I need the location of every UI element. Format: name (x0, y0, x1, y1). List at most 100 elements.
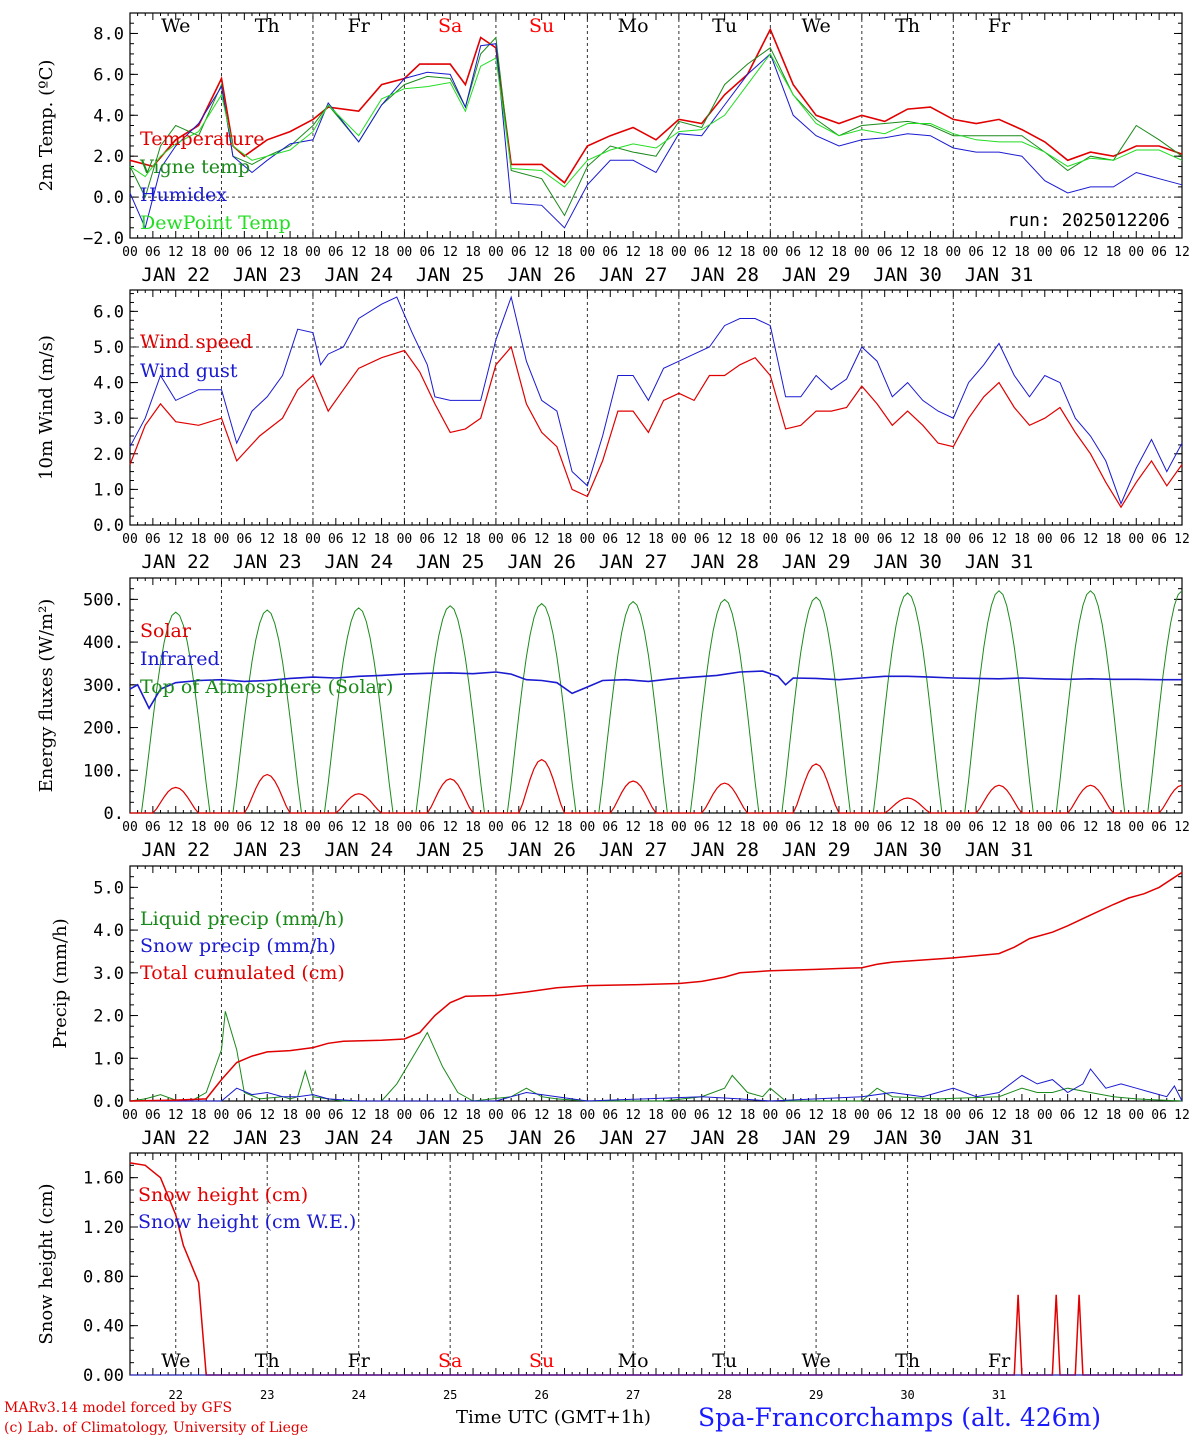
hour-tick-label: 18 (374, 245, 390, 260)
y-tick-label: 0.40 (83, 1317, 124, 1337)
day-name: Th (255, 1350, 280, 1372)
y-tick-label: 1.0 (93, 480, 124, 500)
date-label: JAN 22 (141, 1127, 210, 1149)
y-tick-label: 3.0 (93, 409, 124, 429)
run-annotation: run: 2025012206 (1007, 210, 1170, 231)
hour-tick-label: 06 (328, 820, 344, 835)
hour-tick-label: 00 (1128, 245, 1144, 260)
hour-tick-label: 00 (854, 245, 870, 260)
legend-entry: Top of Atmosphere (Solar) (140, 676, 393, 698)
series-line-snow-0 (129, 1162, 1182, 1376)
hour-tick-label: 06 (877, 1108, 893, 1123)
hour-tick-label: 06 (602, 1108, 618, 1123)
hour-tick-label: 06 (785, 820, 801, 835)
date-label: JAN 29 (782, 839, 851, 861)
day-name: Sa (438, 15, 462, 37)
hour-tick-label: 00 (488, 532, 504, 547)
hour-tick-label: 12 (259, 245, 275, 260)
hour-tick-label: 00 (945, 532, 961, 547)
hour-tick-label: 12 (808, 820, 824, 835)
hour-tick-label: 00 (305, 245, 321, 260)
hour-tick-label: 18 (740, 820, 756, 835)
hour-tick-label: 18 (465, 245, 481, 260)
hour-tick-label: 00 (580, 532, 596, 547)
hour-tick-label: 00 (214, 820, 230, 835)
hour-tick-label: 06 (237, 820, 253, 835)
y-tick-label: 2.0 (93, 147, 124, 167)
hour-tick-label: 06 (877, 532, 893, 547)
hour-tick-label: 18 (1014, 532, 1030, 547)
hour-tick-label: 18 (648, 532, 664, 547)
hour-tick-label: 06 (419, 820, 435, 835)
lab-credit: (c) Lab. of Climatology, University of L… (4, 1420, 309, 1436)
series-line-infrared (129, 670, 1182, 710)
series-line-precip-1 (130, 1068, 1183, 1102)
hour-tick-label: 18 (282, 1108, 298, 1123)
hour-tick-label: 18 (648, 245, 664, 260)
y-axis-label: Precip (mm/h) (50, 918, 71, 1048)
hour-tick-label: 12 (1174, 532, 1190, 547)
day-number-label: 29 (809, 1388, 823, 1402)
hour-tick-label: 12 (808, 1108, 824, 1123)
legend-entry: DewPoint Temp (140, 212, 291, 234)
hour-tick-label: 06 (785, 245, 801, 260)
hour-tick-label: 06 (328, 532, 344, 547)
legend-entry: Infrared (140, 648, 220, 670)
hour-tick-label: 00 (305, 532, 321, 547)
hour-tick-label: 18 (740, 1108, 756, 1123)
hour-tick-label: 12 (168, 820, 184, 835)
day-number-label: 27 (626, 1388, 640, 1402)
day-name: Fr (348, 15, 371, 37)
y-tick-label: 0.0 (93, 516, 124, 536)
date-label: JAN 23 (233, 1127, 302, 1149)
hour-tick-label: 06 (694, 245, 710, 260)
date-label: JAN 24 (324, 551, 393, 573)
hour-tick-label: 00 (1037, 820, 1053, 835)
hour-tick-label: 18 (191, 1108, 207, 1123)
hour-tick-label: 06 (785, 532, 801, 547)
day-number-label: 31 (992, 1388, 1006, 1402)
date-label: JAN 27 (599, 264, 668, 286)
hour-tick-label: 00 (305, 820, 321, 835)
day-number-label: 28 (717, 1388, 731, 1402)
hour-tick-label: 18 (465, 820, 481, 835)
hour-tick-label: 06 (1060, 1108, 1076, 1123)
hour-tick-label: 00 (122, 532, 138, 547)
date-label: JAN 23 (233, 551, 302, 573)
hour-tick-label: 06 (1151, 245, 1167, 260)
hour-tick-label: 00 (305, 1108, 321, 1123)
hour-tick-label: 18 (1014, 820, 1030, 835)
date-label: JAN 28 (690, 1127, 759, 1149)
date-label: JAN 25 (416, 264, 485, 286)
y-axis-label: Energy fluxes (W/m²) (36, 599, 57, 793)
series-line-temperature-2 (129, 43, 1183, 230)
hour-tick-label: 12 (534, 1108, 550, 1123)
hour-tick-label: 12 (442, 820, 458, 835)
day-name: Fr (988, 15, 1011, 37)
panel-frame-temperature (129, 12, 1183, 239)
day-name: Th (255, 15, 280, 37)
hour-tick-label: 12 (717, 1108, 733, 1123)
hour-tick-label: 00 (1128, 820, 1144, 835)
hour-tick-label: 18 (1106, 245, 1122, 260)
hour-tick-label: 18 (374, 820, 390, 835)
y-tick-label: 0.00 (83, 1366, 124, 1386)
date-label: JAN 29 (782, 551, 851, 573)
hour-tick-label: 18 (191, 245, 207, 260)
hour-tick-label: 00 (854, 820, 870, 835)
y-tick-label: 0. (104, 804, 124, 824)
date-label: JAN 30 (873, 839, 942, 861)
date-label: JAN 31 (965, 1127, 1034, 1149)
hour-tick-label: 18 (648, 1108, 664, 1123)
series-line-solar (130, 758, 1183, 814)
hour-tick-label: 00 (1037, 532, 1053, 547)
hour-tick-label: 00 (214, 1108, 230, 1123)
hour-tick-label: 18 (465, 1108, 481, 1123)
date-label: JAN 24 (324, 264, 393, 286)
hour-tick-label: 00 (1128, 1108, 1144, 1123)
hour-tick-label: 18 (191, 820, 207, 835)
station-title: Spa-Francorchamps (alt. 426m) (698, 1403, 1102, 1432)
hour-tick-label: 06 (968, 820, 984, 835)
y-tick-label: 2.0 (93, 1007, 124, 1027)
hour-tick-label: 12 (351, 532, 367, 547)
